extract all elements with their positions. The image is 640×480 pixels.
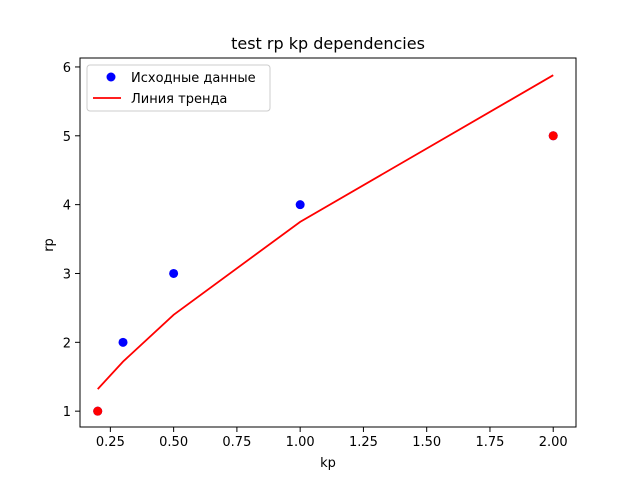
x-tick-label: 2.00 [539, 435, 568, 450]
y-tick-label: 4 [63, 199, 71, 214]
legend-marker [106, 72, 116, 82]
data-point [118, 337, 128, 347]
legend-label: Линия тренда [131, 92, 227, 107]
x-tick-label: 1.75 [475, 435, 504, 450]
y-tick-label: 2 [63, 336, 71, 351]
legend-label: Исходные данные [131, 71, 256, 86]
plot-frame [79, 57, 577, 428]
highlighted-point [93, 406, 103, 416]
data-point [169, 268, 179, 278]
legend: Исходные данные Линия тренда [86, 64, 271, 112]
x-tick-label: 1.25 [349, 435, 378, 450]
x-axis-label: kp [320, 456, 336, 471]
y-tick-label: 5 [63, 130, 71, 145]
x-tick-label: 1.50 [412, 435, 441, 450]
y-tick-label: 6 [63, 61, 71, 76]
highlighted-point [548, 131, 558, 141]
x-tick-label: 0.25 [96, 435, 125, 450]
trend-line [97, 74, 554, 390]
x-tick-label: 1.00 [286, 435, 315, 450]
chart-title: test rp kp dependencies [231, 34, 425, 53]
y-axis-label: rp [42, 238, 57, 252]
y-axis: 1 2 3 4 5 6 [63, 61, 80, 420]
y-tick-label: 3 [63, 267, 71, 282]
x-axis: 0.25 0.50 0.75 1.00 1.25 1.50 1.75 2.00 [96, 427, 568, 450]
y-tick-label: 1 [63, 405, 71, 420]
x-tick-label: 0.75 [222, 435, 251, 450]
x-tick-label: 0.50 [159, 435, 188, 450]
plot-area [79, 57, 577, 428]
legend-box [86, 64, 271, 112]
data-point [295, 200, 305, 210]
